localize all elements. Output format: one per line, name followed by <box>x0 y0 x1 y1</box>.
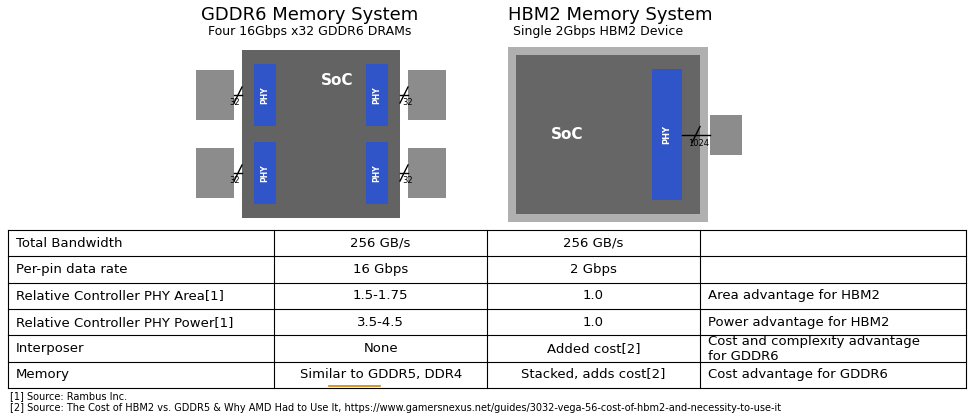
Text: 1.0: 1.0 <box>582 289 604 302</box>
Text: Relative Controller PHY Area[1]: Relative Controller PHY Area[1] <box>16 289 224 302</box>
Text: PHY: PHY <box>260 86 270 104</box>
Text: 16 Gbps: 16 Gbps <box>353 263 408 276</box>
Bar <box>710 115 742 155</box>
Bar <box>652 69 682 200</box>
Bar <box>508 47 708 222</box>
Text: Single 2Gbps HBM2 Device: Single 2Gbps HBM2 Device <box>513 25 683 38</box>
Text: PHY: PHY <box>372 86 382 104</box>
Bar <box>366 64 388 126</box>
Bar <box>366 142 388 204</box>
Bar <box>254 142 276 204</box>
Text: Four 16Gbps x32 GDDR6 DRAMs: Four 16Gbps x32 GDDR6 DRAMs <box>208 25 412 38</box>
Text: Memory: Memory <box>16 368 70 381</box>
Text: 3.5-4.5: 3.5-4.5 <box>357 316 404 329</box>
Text: 32: 32 <box>229 176 240 185</box>
Text: None: None <box>363 342 398 355</box>
Text: 32: 32 <box>229 98 240 107</box>
Text: Relative Controller PHY Power[1]: Relative Controller PHY Power[1] <box>16 316 234 329</box>
Bar <box>242 50 400 218</box>
Text: Area advantage for HBM2: Area advantage for HBM2 <box>708 289 880 302</box>
Text: 256 GB/s: 256 GB/s <box>351 237 411 250</box>
Text: HBM2 Memory System: HBM2 Memory System <box>507 6 712 24</box>
Text: PHY: PHY <box>662 125 671 144</box>
Text: 256 GB/s: 256 GB/s <box>563 237 623 250</box>
Bar <box>254 64 276 126</box>
Text: PHY: PHY <box>260 164 270 182</box>
Text: 1.0: 1.0 <box>582 316 604 329</box>
Text: 1024: 1024 <box>688 138 709 148</box>
Bar <box>408 70 446 120</box>
Text: Cost advantage for GDDR6: Cost advantage for GDDR6 <box>708 368 887 381</box>
Text: Cost and complexity advantage
for GDDR6: Cost and complexity advantage for GDDR6 <box>708 334 919 362</box>
Text: Per-pin data rate: Per-pin data rate <box>16 263 128 276</box>
Bar <box>516 55 700 214</box>
Text: 32: 32 <box>402 176 413 185</box>
Text: Interposer: Interposer <box>16 342 85 355</box>
Text: 2 Gbps: 2 Gbps <box>570 263 617 276</box>
Text: SoC: SoC <box>551 127 583 142</box>
Bar <box>196 148 234 198</box>
Text: 1.5-1.75: 1.5-1.75 <box>353 289 408 302</box>
Text: [2] Source: The Cost of HBM2 vs. GDDR5 & Why AMD Had to Use It, https://www.game: [2] Source: The Cost of HBM2 vs. GDDR5 &… <box>10 403 781 413</box>
Bar <box>408 148 446 198</box>
Text: Similar to GDDR5, DDR4: Similar to GDDR5, DDR4 <box>300 368 462 381</box>
Text: Total Bandwidth: Total Bandwidth <box>16 237 123 250</box>
Text: Added cost[2]: Added cost[2] <box>546 342 640 355</box>
Text: PHY: PHY <box>372 164 382 182</box>
Text: GDDR6 Memory System: GDDR6 Memory System <box>202 6 419 24</box>
Text: SoC: SoC <box>320 73 353 88</box>
Text: [1] Source: Rambus Inc.: [1] Source: Rambus Inc. <box>10 391 128 401</box>
Text: Stacked, adds cost[2]: Stacked, adds cost[2] <box>521 368 665 381</box>
Bar <box>196 70 234 120</box>
Text: 32: 32 <box>402 98 413 107</box>
Text: Power advantage for HBM2: Power advantage for HBM2 <box>708 316 889 329</box>
